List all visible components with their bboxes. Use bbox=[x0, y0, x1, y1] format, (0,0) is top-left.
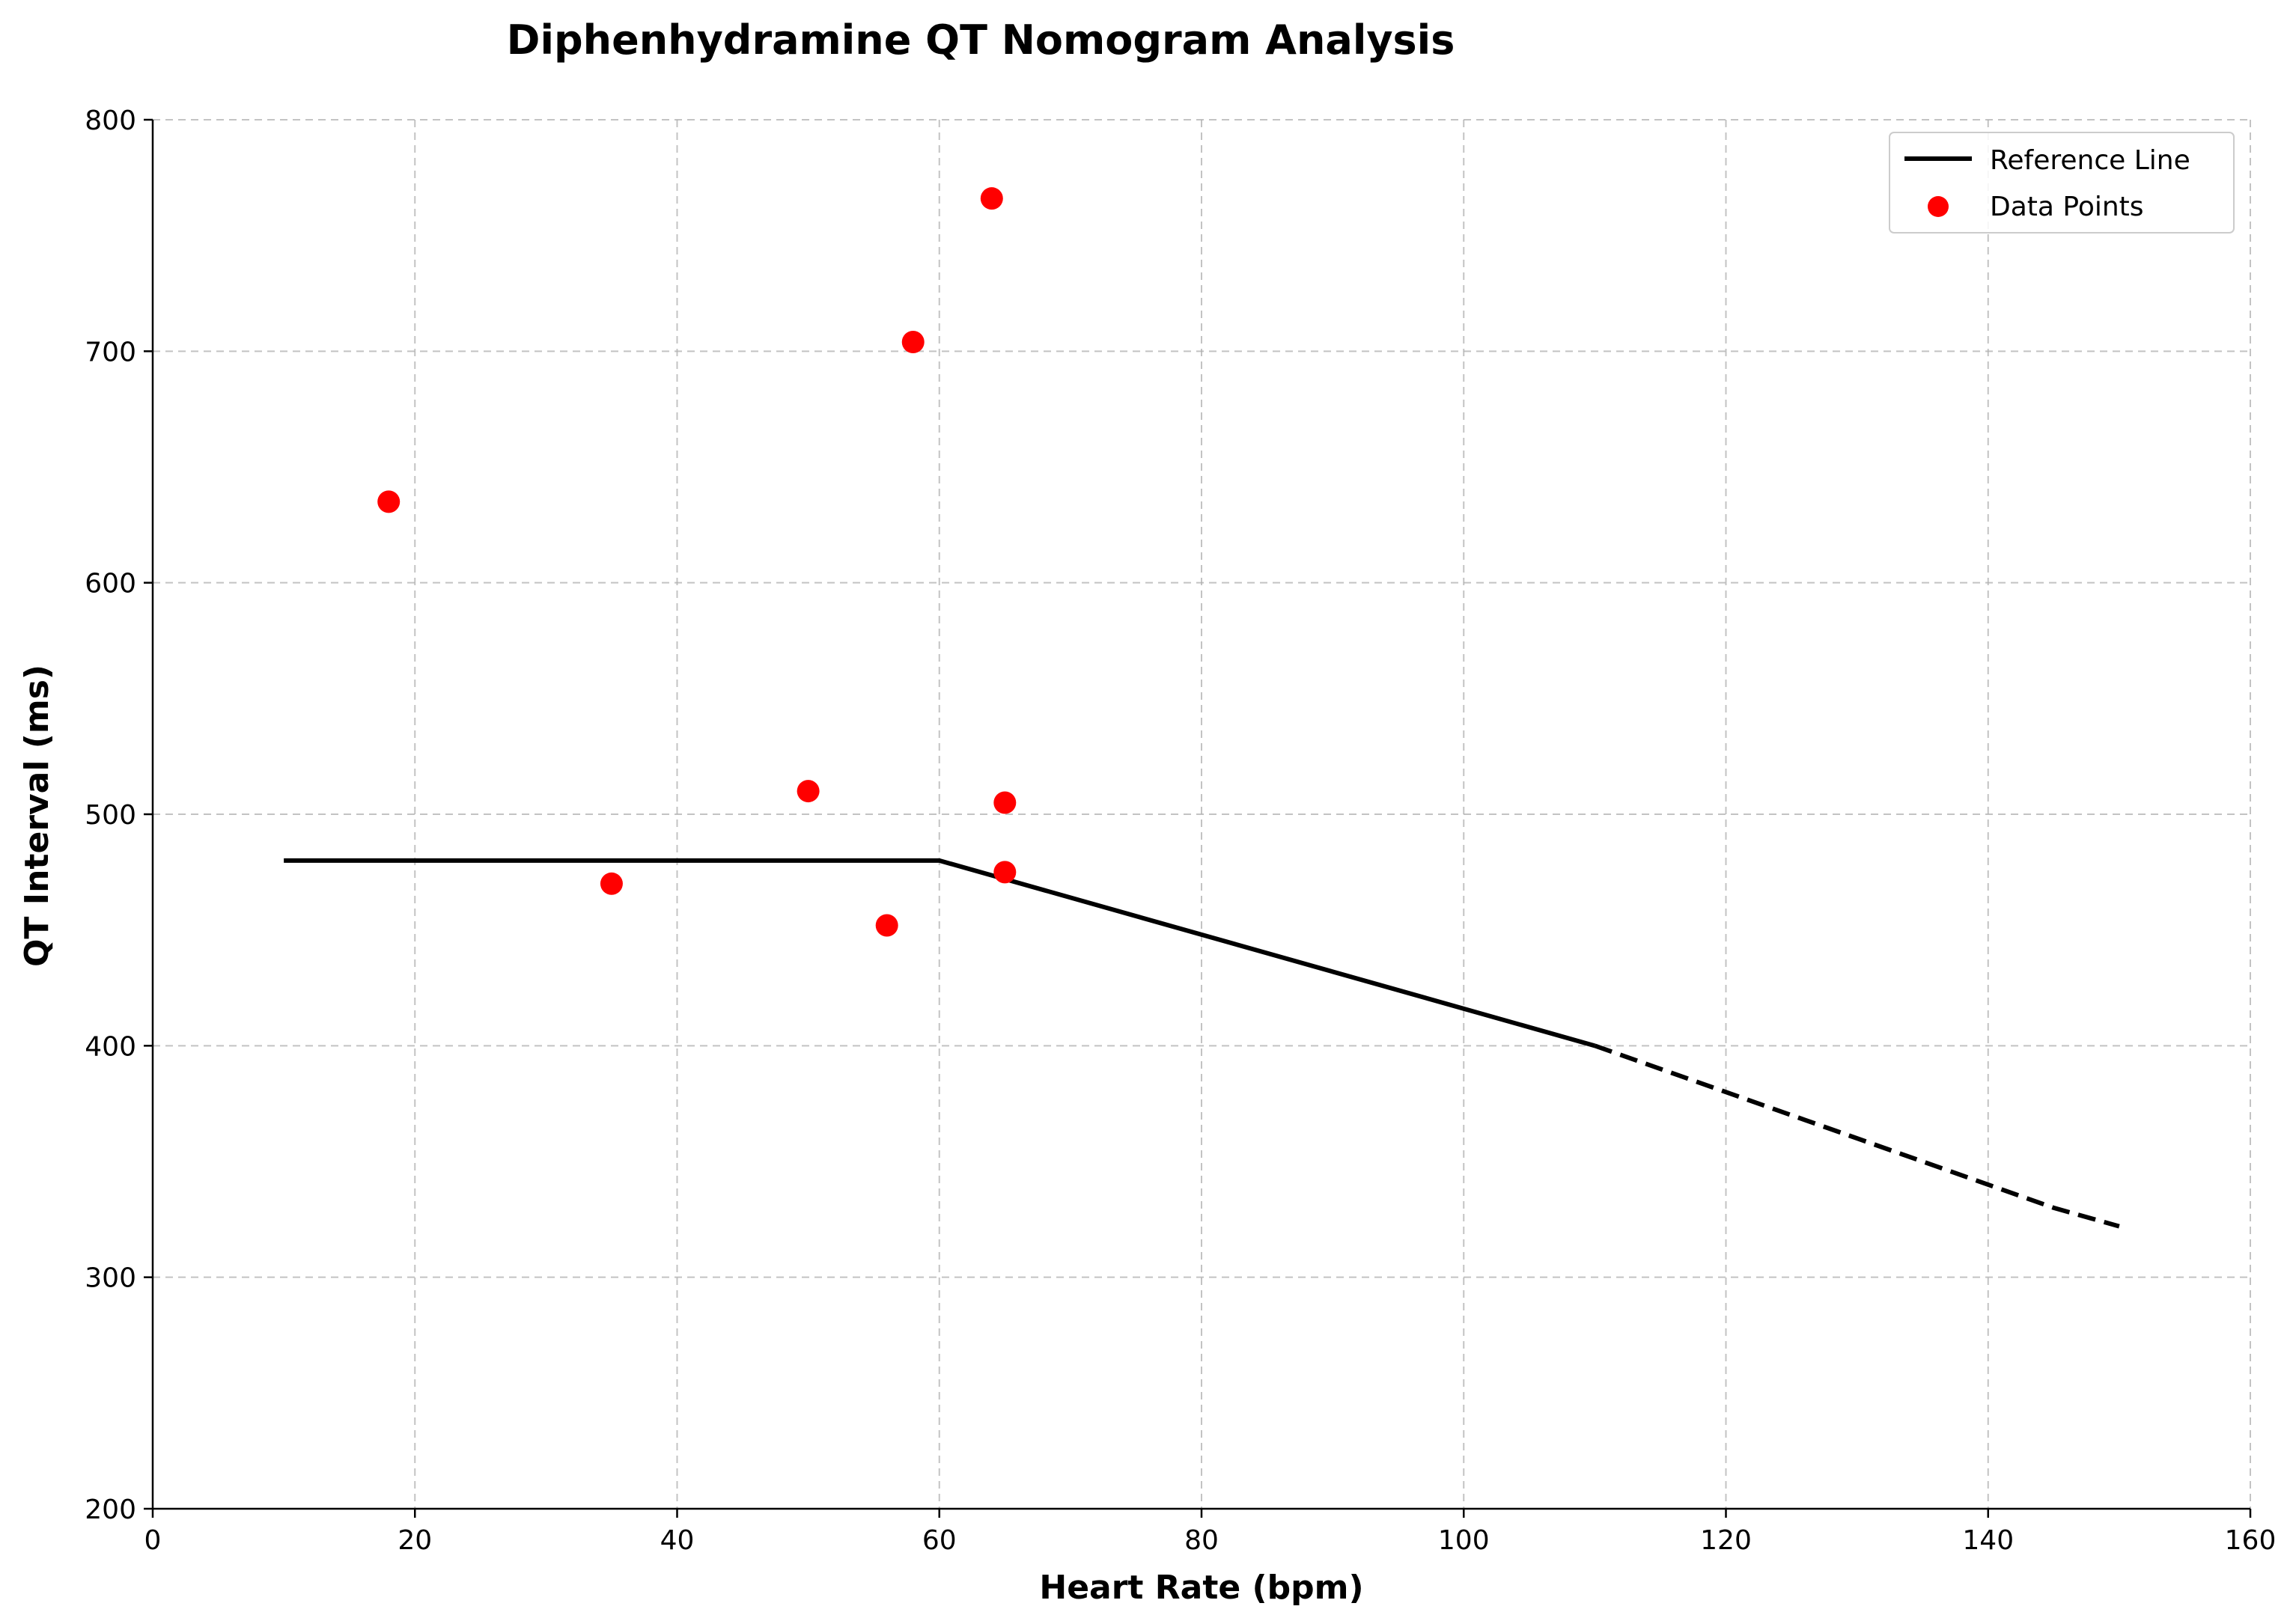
reference-line-dashed bbox=[1594, 1043, 2120, 1229]
y-tick-label: 400 bbox=[85, 1031, 136, 1062]
y-tick-label: 500 bbox=[85, 800, 136, 831]
grid-layer bbox=[152, 119, 2251, 1509]
x-tick-label: 40 bbox=[660, 1525, 695, 1556]
y-tick-label: 800 bbox=[85, 106, 136, 136]
reference-line-solid bbox=[284, 858, 1596, 1048]
data-point bbox=[993, 791, 1017, 814]
y-tick-label: 200 bbox=[85, 1495, 136, 1525]
x-tick-label: 160 bbox=[2225, 1525, 2277, 1556]
data-point bbox=[980, 187, 1003, 210]
y-tick-label: 700 bbox=[85, 337, 136, 367]
y-tick-label: 600 bbox=[85, 569, 136, 599]
legend-frame bbox=[1889, 132, 2235, 233]
y-tick-label: 300 bbox=[85, 1263, 136, 1294]
legend-reference-label: Reference Line bbox=[1990, 145, 2190, 176]
x-tick-label: 0 bbox=[144, 1525, 162, 1556]
legend-points-swatch bbox=[1928, 196, 1949, 217]
data-point bbox=[600, 872, 623, 895]
y-axis-label: QT Interval (ms) bbox=[18, 665, 56, 967]
legend-points-label: Data Points bbox=[1990, 192, 2144, 222]
x-tick-label: 80 bbox=[1184, 1525, 1219, 1556]
data-point bbox=[993, 861, 1017, 884]
legend: Reference Line Data Points bbox=[1889, 132, 2235, 233]
data-point bbox=[901, 330, 925, 353]
axes-layer: 0 20 40 60 80 100 120 140 160 200 300 400 500 600 700 8… bbox=[85, 106, 2276, 1556]
chart-title: Diphenhydramine QT Nomogram Analysis bbox=[507, 16, 1455, 64]
data-point bbox=[377, 490, 401, 513]
data-point bbox=[797, 780, 820, 803]
data-point bbox=[875, 914, 898, 937]
x-tick-label: 60 bbox=[922, 1525, 957, 1556]
x-tick-label: 120 bbox=[1700, 1525, 1752, 1556]
series-layer bbox=[284, 187, 2120, 1229]
x-tick-label: 20 bbox=[398, 1525, 432, 1556]
x-tick-label: 100 bbox=[1438, 1525, 1490, 1556]
x-tick-label: 140 bbox=[1962, 1525, 2014, 1556]
x-axis-label: Heart Rate (bpm) bbox=[1039, 1569, 1363, 1607]
